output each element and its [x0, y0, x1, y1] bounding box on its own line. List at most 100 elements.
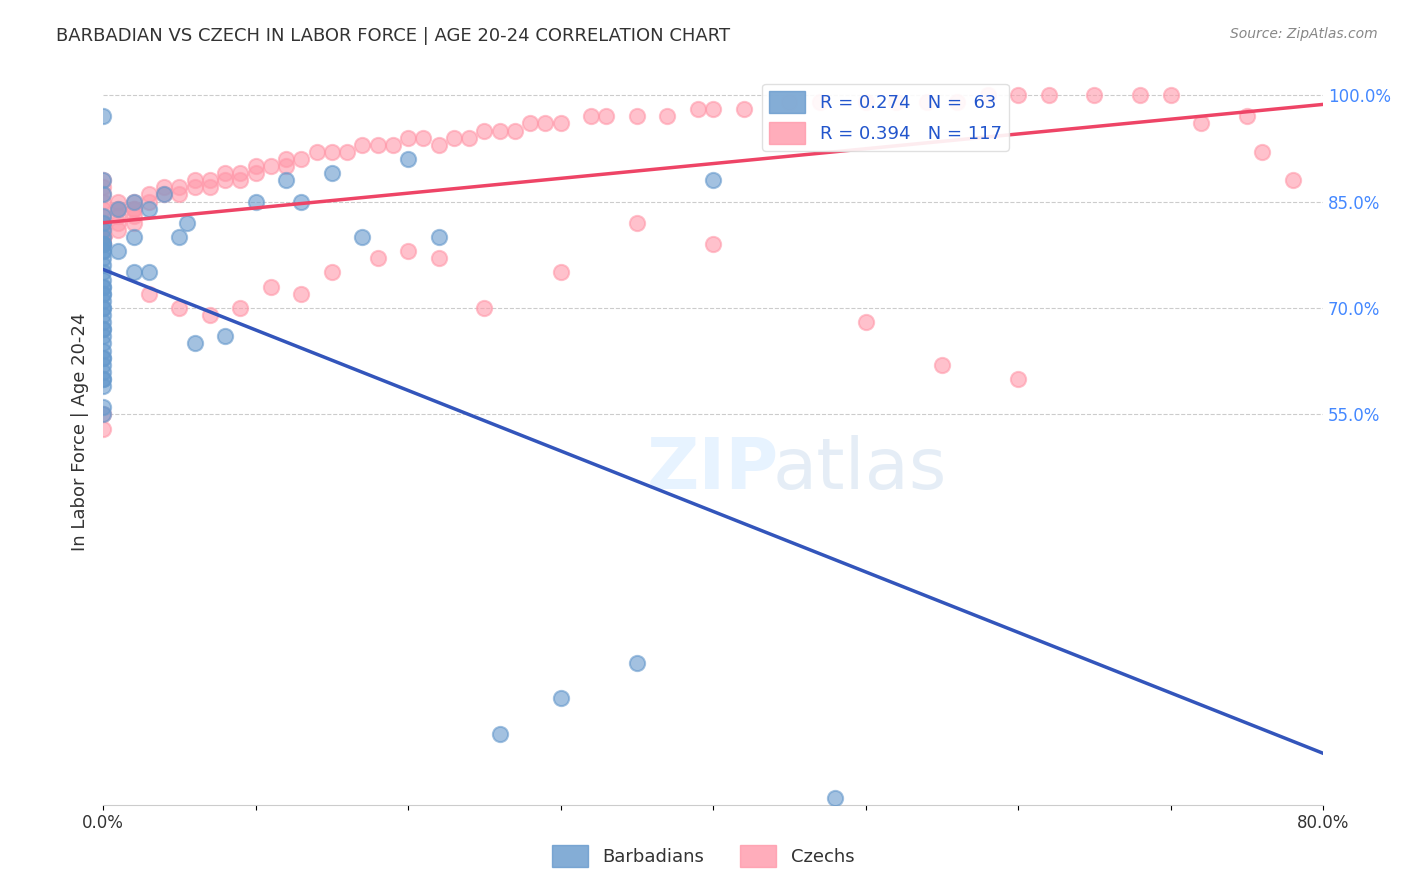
Czechs	[915, 95, 938, 110]
Barbadians	[91, 308, 114, 322]
Barbadians	[169, 230, 191, 244]
Czechs	[534, 116, 557, 130]
Barbadians	[153, 187, 176, 202]
Barbadians	[550, 691, 572, 706]
Czechs	[91, 230, 114, 244]
Czechs	[91, 230, 114, 244]
Czechs	[91, 173, 114, 187]
Barbadians	[91, 216, 114, 230]
Czechs	[855, 95, 877, 110]
Czechs	[91, 194, 114, 209]
Czechs	[702, 237, 724, 252]
Barbadians	[91, 322, 114, 336]
Barbadians	[91, 279, 114, 293]
Czechs	[519, 116, 541, 130]
Czechs	[458, 130, 481, 145]
Barbadians	[91, 223, 114, 237]
Czechs	[336, 145, 359, 159]
Czechs	[503, 123, 526, 137]
Barbadians	[91, 209, 114, 223]
Czechs	[686, 103, 709, 117]
Czechs	[702, 103, 724, 117]
Barbadians	[91, 372, 114, 386]
Barbadians	[91, 315, 114, 329]
Barbadians	[122, 194, 145, 209]
Barbadians	[91, 343, 114, 358]
Czechs	[107, 194, 129, 209]
Czechs	[91, 230, 114, 244]
Czechs	[198, 180, 221, 194]
Czechs	[595, 109, 617, 123]
Czechs	[107, 202, 129, 216]
Czechs	[260, 159, 283, 173]
Czechs	[367, 252, 389, 266]
Czechs	[579, 109, 602, 123]
Czechs	[1007, 372, 1029, 386]
Czechs	[229, 166, 252, 180]
Czechs	[290, 152, 312, 166]
Czechs	[153, 180, 176, 194]
Barbadians	[91, 329, 114, 343]
Barbadians	[91, 401, 114, 415]
Czechs	[1083, 88, 1105, 103]
Czechs	[260, 279, 283, 293]
Text: atlas: atlas	[772, 435, 946, 504]
Czechs	[396, 244, 419, 259]
Czechs	[183, 173, 205, 187]
Czechs	[91, 237, 114, 252]
Barbadians	[138, 202, 160, 216]
Barbadians	[91, 272, 114, 286]
Czechs	[1251, 145, 1274, 159]
Barbadians	[91, 351, 114, 365]
Czechs	[808, 95, 831, 110]
Czechs	[855, 315, 877, 329]
Czechs	[169, 187, 191, 202]
Barbadians	[91, 244, 114, 259]
Czechs	[183, 180, 205, 194]
Barbadians	[91, 187, 114, 202]
Czechs	[122, 194, 145, 209]
Barbadians	[183, 336, 205, 351]
Barbadians	[91, 372, 114, 386]
Czechs	[122, 216, 145, 230]
Barbadians	[91, 230, 114, 244]
Czechs	[91, 230, 114, 244]
Czechs	[198, 308, 221, 322]
Czechs	[91, 223, 114, 237]
Czechs	[884, 95, 907, 110]
Czechs	[107, 216, 129, 230]
Czechs	[321, 265, 343, 279]
Barbadians	[352, 230, 374, 244]
Czechs	[91, 237, 114, 252]
Czechs	[778, 95, 800, 110]
Barbadians	[91, 365, 114, 379]
Barbadians	[91, 301, 114, 315]
Czechs	[91, 230, 114, 244]
Czechs	[91, 230, 114, 244]
Barbadians	[91, 244, 114, 259]
Barbadians	[122, 265, 145, 279]
Czechs	[1129, 88, 1152, 103]
Barbadians	[91, 322, 114, 336]
Barbadians	[176, 216, 198, 230]
Barbadians	[91, 408, 114, 422]
Barbadians	[91, 351, 114, 365]
Czechs	[91, 209, 114, 223]
Barbadians	[91, 358, 114, 372]
Barbadians	[107, 202, 129, 216]
Czechs	[107, 202, 129, 216]
Czechs	[550, 265, 572, 279]
Text: ZIP: ZIP	[647, 435, 779, 504]
Legend: Barbadians, Czechs: Barbadians, Czechs	[544, 838, 862, 874]
Czechs	[427, 252, 450, 266]
Barbadians	[91, 301, 114, 315]
Czechs	[733, 103, 755, 117]
Barbadians	[214, 329, 236, 343]
Czechs	[381, 137, 404, 152]
Czechs	[626, 109, 648, 123]
Barbadians	[91, 237, 114, 252]
Czechs	[91, 408, 114, 422]
Barbadians	[91, 286, 114, 301]
Czechs	[352, 137, 374, 152]
Czechs	[1160, 88, 1182, 103]
